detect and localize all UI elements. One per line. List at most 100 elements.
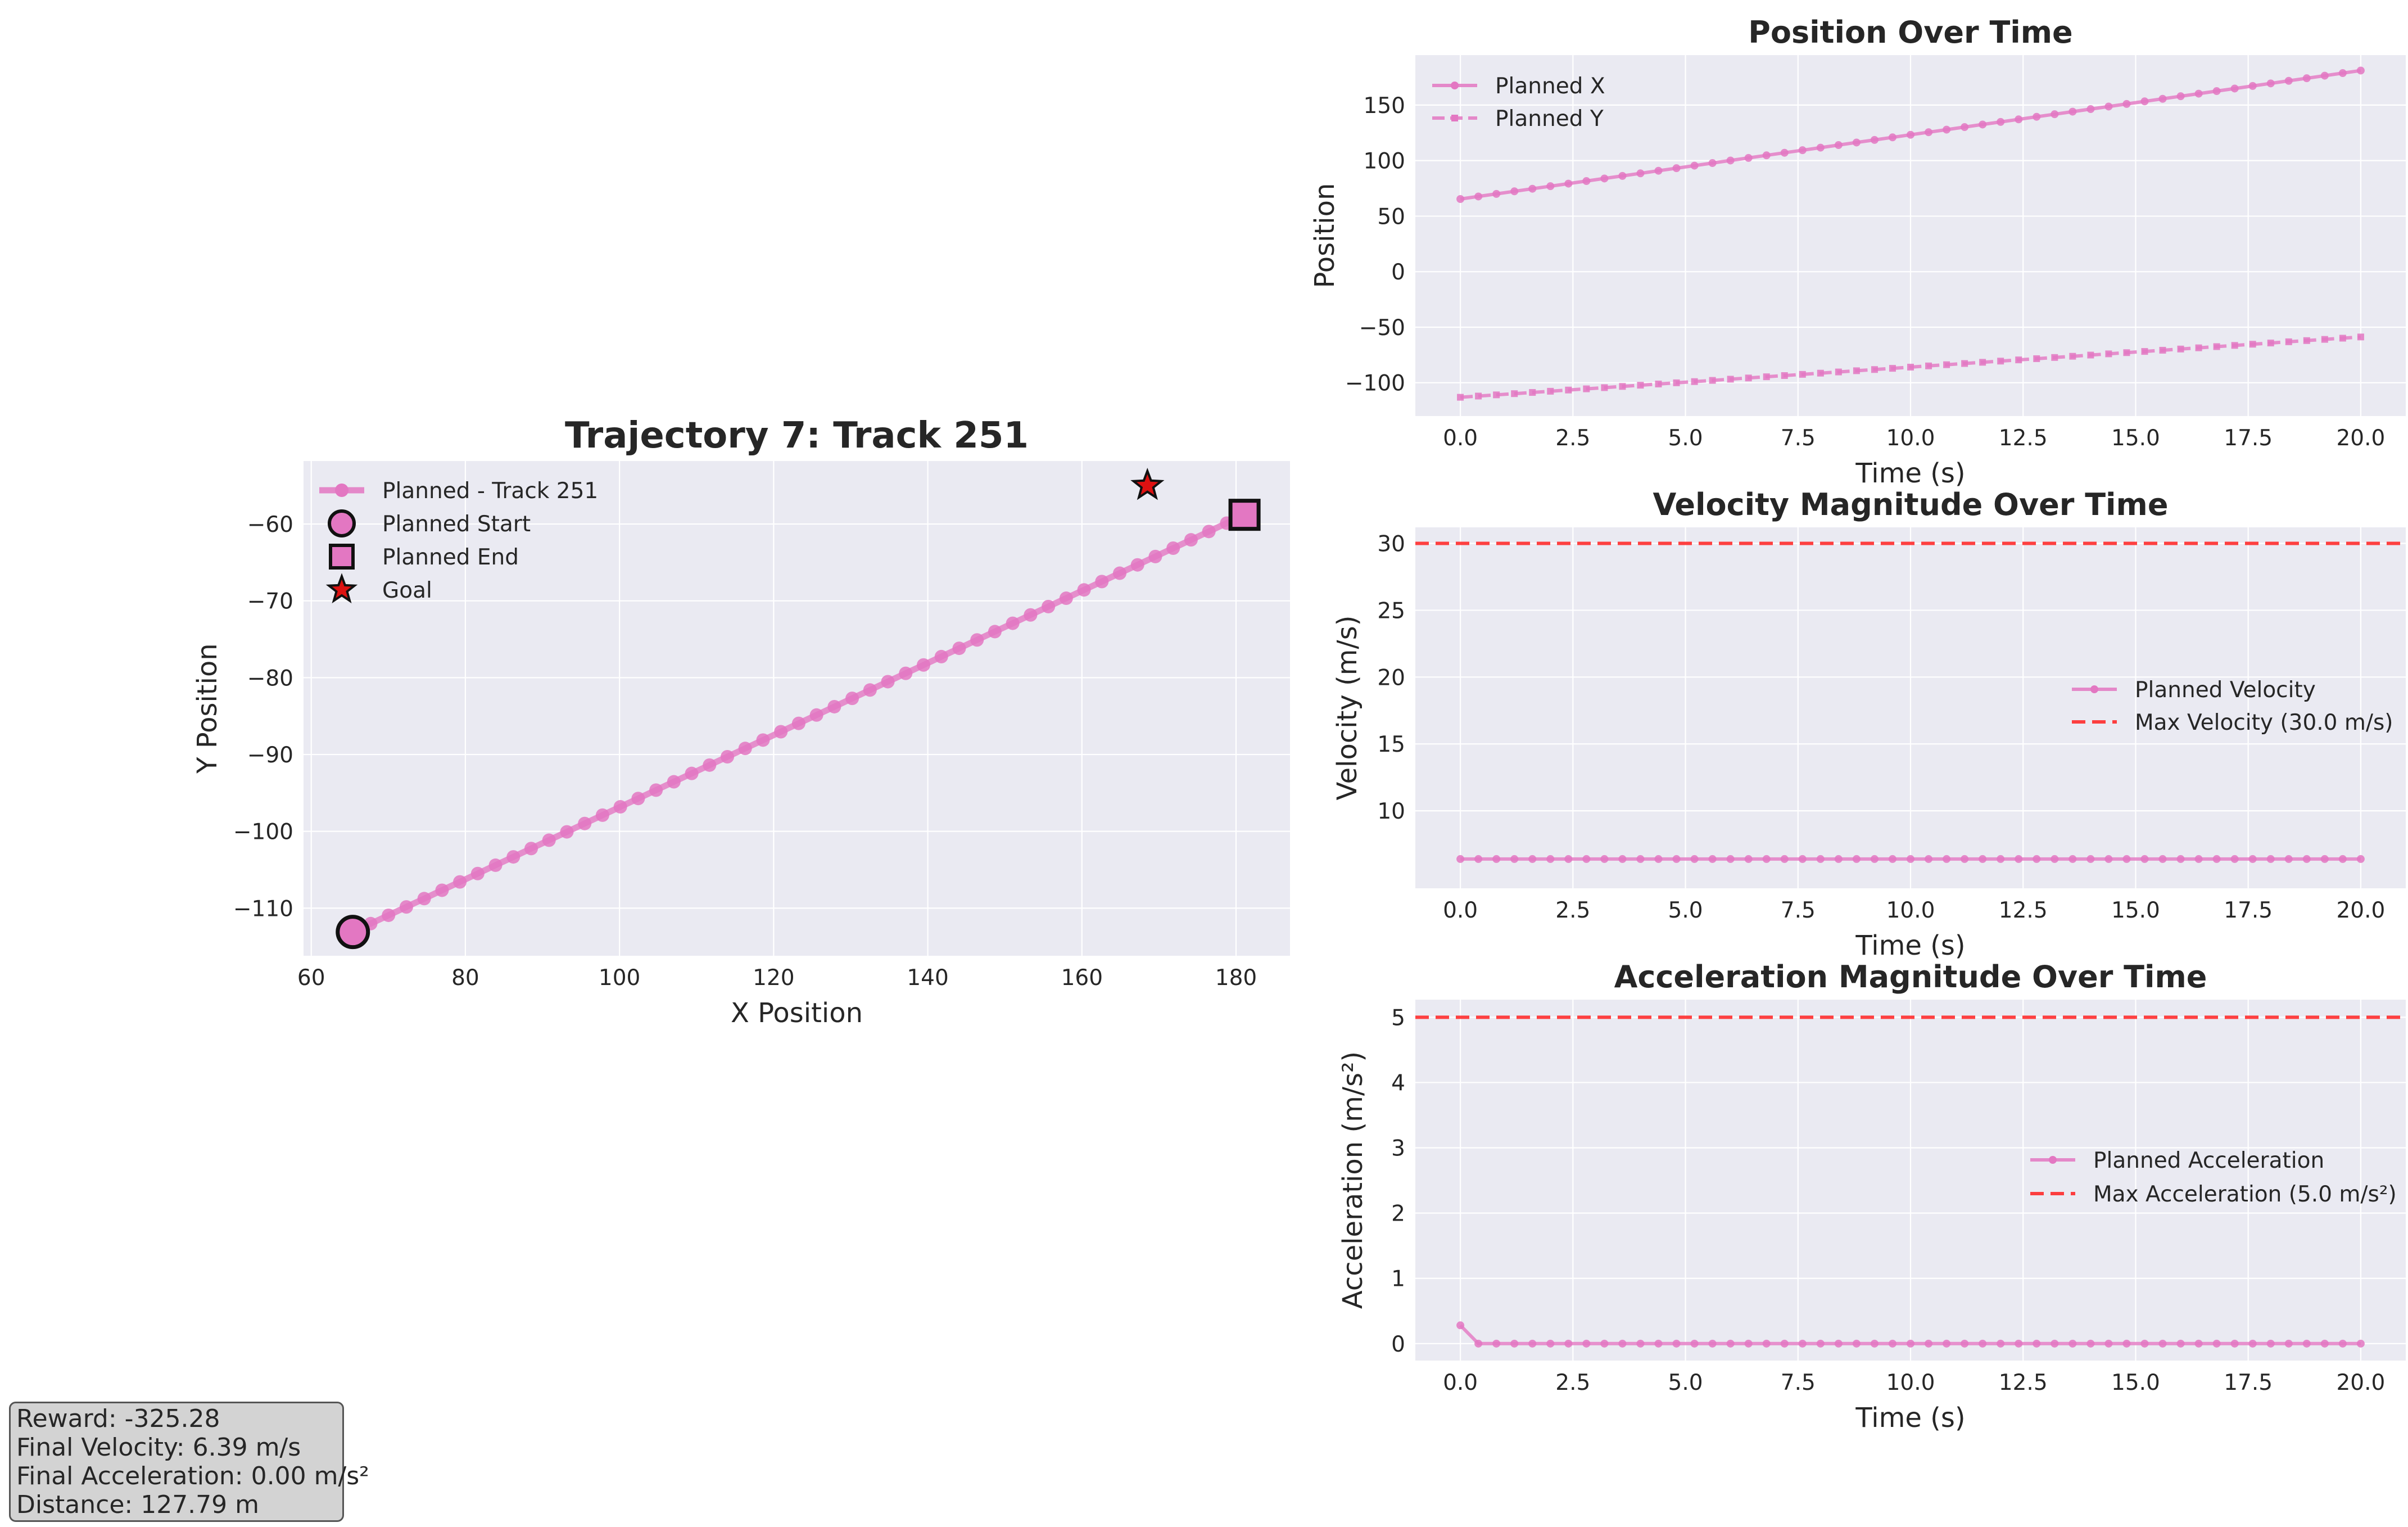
planned-acceleration-point [1979,1339,1987,1348]
planned-x-point [1564,179,1573,188]
position-y-tick-label: −100 [1345,371,1405,396]
planned-y-point [1997,358,2004,365]
position-x-tick-label: 15.0 [2111,426,2160,451]
planned-velocity-point [1979,855,1987,863]
planned-velocity-point [1546,855,1555,863]
planned-y-point [2303,337,2310,344]
trajectory-track-point [667,775,681,789]
trajectory-track-point [1006,616,1020,630]
trajectory-y-tick-label: −60 [247,512,293,537]
planned-y-point [2249,341,2256,348]
trajectory-track-point [542,833,556,847]
planned-x-point [1816,143,1825,152]
acceleration-y-tick-label: 1 [1391,1267,1405,1292]
planned-acceleration-point [1708,1339,1717,1348]
acceleration-y-axis-label: Acceleration (m/s²) [1337,1051,1369,1309]
velocity-y-tick-label: 30 [1377,532,1405,557]
trajectory-y-tick-label: −100 [233,820,293,845]
planned-y-point [2231,342,2238,349]
planned-acceleration-point [1888,1339,1896,1348]
planned-y-point [1853,367,1860,374]
planned-y-point [1547,387,1554,395]
velocity-x-tick-label: 12.5 [1999,898,2048,923]
trajectory-track-point [435,883,449,897]
planned-x-point [1762,151,1771,160]
planned-x-point [2104,102,2113,111]
planned-y-point [1943,361,1950,368]
trajectory-track-point [774,725,788,739]
legend-end-swatch [329,544,355,570]
trajectory-track-point [1077,583,1091,597]
trajectory-x-tick-label: 160 [1061,965,1103,991]
planned-start-marker [336,915,370,950]
planned-x-point [2248,82,2257,90]
planned-acceleration-point [2140,1339,2149,1348]
planned-acceleration-point [1582,1339,1591,1348]
planned-velocity-point [1510,855,1519,863]
planned-acceleration-point [2302,1339,2311,1348]
planned-acceleration-point [2122,1339,2131,1348]
planned-acceleration-point [2015,1339,2023,1348]
planned-velocity-point [1474,855,1483,863]
trajectory-track-point [917,658,931,672]
trajectory-track-point [1059,591,1073,606]
planned-acceleration-point [2320,1339,2329,1348]
planned-end-marker [1228,499,1261,531]
planned-velocity-point [1708,855,1717,863]
planned-x-point [1510,187,1519,196]
planned-x-point [2068,107,2077,116]
planned-y-point [1907,363,1914,371]
acceleration-y-tick-label: 5 [1391,1005,1405,1031]
planned-velocity-point [1654,855,1663,863]
trajectory-y-tick-label: −70 [247,589,293,615]
planned-x-point [1618,171,1627,180]
planned-x-point [2320,71,2329,80]
planned-velocity-point [1798,855,1807,863]
trajectory-track-point [399,900,413,914]
planned-y-point [1601,384,1608,391]
planned-velocity-point [2068,855,2077,863]
planned-acceleration-point [1546,1339,1555,1348]
legend-max-velocity-label: Max Velocity (30.0 m/s) [2135,710,2393,735]
velocity-x-tick-label: 20.0 [2336,898,2385,923]
position-y-tick-label: 150 [1364,93,1405,119]
velocity-title: Velocity Magnitude Over Time [1653,487,2169,522]
planned-x-point [2356,66,2365,75]
planned-x-point [2266,79,2275,88]
final-velocity-text: Final Velocity: 6.39 m/s [16,1433,301,1462]
position-y-tick-label: 50 [1377,204,1405,229]
trajectory-track-point [970,633,984,647]
planned-velocity-point [2104,855,2113,863]
planned-x-point [2051,110,2059,119]
planned-x-point [2284,76,2293,85]
planned-acceleration-point [2068,1339,2077,1348]
summary-box: Reward: -325.28 Final Velocity: 6.39 m/s… [9,1402,369,1522]
legend-goal-swatch [325,573,358,604]
acceleration-x-tick-label: 5.0 [1668,1370,1703,1395]
planned-x-point [1925,128,1933,137]
planned-y-point [1529,389,1536,396]
planned-acceleration-point [1925,1339,1933,1348]
trajectory-track-point [1113,566,1127,580]
legend-end-label: Planned End [382,545,519,570]
planned-y-point [1835,368,1842,376]
planned-acceleration-point [2051,1339,2059,1348]
distance-text: Distance: 127.79 m [16,1490,260,1519]
trajectory-track-point [595,808,609,822]
legend-start-label: Planned Start [382,512,531,537]
planned-acceleration-point [1907,1339,1914,1348]
trajectory-track-point [1024,608,1038,622]
planned-x-point [1943,125,1951,134]
trajectory-track-point [1166,541,1180,555]
planned-velocity-point [2302,855,2311,863]
planned-y-point [1619,383,1626,390]
trajectory-x-tick-label: 100 [599,965,640,991]
planned-acceleration-point [1780,1339,1789,1348]
planned-acceleration-point [1600,1339,1609,1348]
planned-y-point [2141,348,2148,355]
planned-velocity-point [1907,855,1914,863]
planned-acceleration-point [1943,1339,1951,1348]
trajectory-track-point [1148,549,1162,563]
legend-planned-x-swatch-marker [1451,82,1459,89]
